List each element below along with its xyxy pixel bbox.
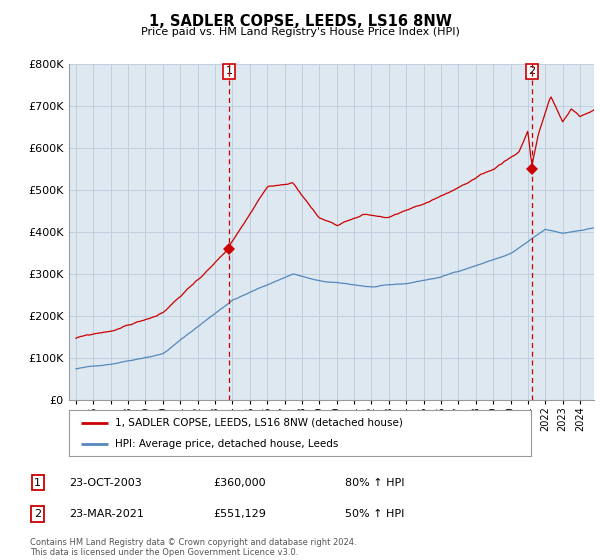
Text: 2: 2	[34, 509, 41, 519]
Text: 50% ↑ HPI: 50% ↑ HPI	[345, 509, 404, 519]
Text: Contains HM Land Registry data © Crown copyright and database right 2024.
This d: Contains HM Land Registry data © Crown c…	[30, 538, 356, 557]
Text: 23-MAR-2021: 23-MAR-2021	[69, 509, 144, 519]
Text: 2: 2	[528, 67, 535, 77]
Text: 1: 1	[226, 67, 232, 77]
Text: 80% ↑ HPI: 80% ↑ HPI	[345, 478, 404, 488]
Text: Price paid vs. HM Land Registry's House Price Index (HPI): Price paid vs. HM Land Registry's House …	[140, 27, 460, 37]
Text: £551,129: £551,129	[213, 509, 266, 519]
Text: £360,000: £360,000	[213, 478, 266, 488]
Text: 1, SADLER COPSE, LEEDS, LS16 8NW (detached house): 1, SADLER COPSE, LEEDS, LS16 8NW (detach…	[115, 418, 403, 428]
Text: HPI: Average price, detached house, Leeds: HPI: Average price, detached house, Leed…	[115, 439, 338, 449]
Text: 23-OCT-2003: 23-OCT-2003	[69, 478, 142, 488]
Text: 1, SADLER COPSE, LEEDS, LS16 8NW: 1, SADLER COPSE, LEEDS, LS16 8NW	[149, 14, 451, 29]
Text: 1: 1	[34, 478, 41, 488]
